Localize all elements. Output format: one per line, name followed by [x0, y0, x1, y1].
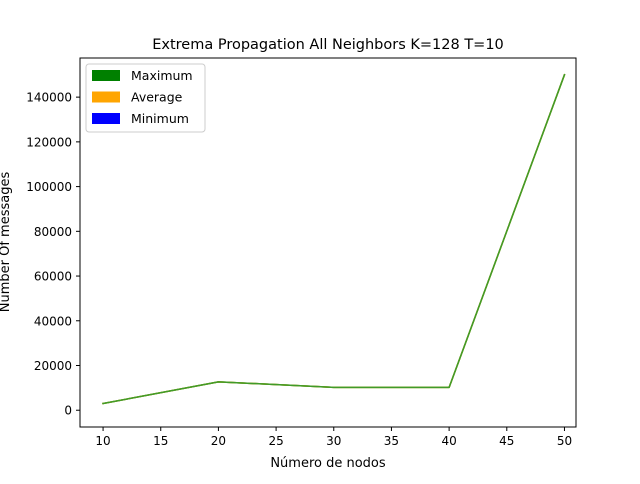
x-tick-label: 35 — [384, 434, 399, 448]
y-tick-label: 60000 — [34, 270, 72, 284]
x-tick-label: 40 — [441, 434, 456, 448]
x-tick-label: 50 — [557, 434, 572, 448]
x-tick-label: 30 — [326, 434, 341, 448]
x-tick-label: 10 — [95, 434, 110, 448]
y-axis-ticks: 0 20000 40000 60000 80000 100000 120000 140000 — [26, 91, 80, 418]
legend-label-maximum: Maximum — [131, 68, 193, 83]
y-tick-label: 140000 — [26, 91, 72, 105]
legend-swatch-minimum — [92, 113, 120, 124]
legend-label-minimum: Minimum — [131, 111, 189, 126]
y-tick-label: 80000 — [34, 225, 72, 239]
y-tick-label: 120000 — [26, 135, 72, 149]
y-axis-label: Number Of messages — [0, 172, 13, 313]
y-tick-label: 40000 — [34, 314, 72, 328]
x-tick-label: 45 — [499, 434, 514, 448]
legend-label-average: Average — [131, 90, 183, 105]
chart-title: Extrema Propagation All Neighbors K=128 … — [152, 37, 504, 53]
y-tick-label: 20000 — [34, 359, 72, 373]
x-axis-label: Número de nodos — [270, 456, 386, 471]
y-tick-label: 0 — [64, 404, 72, 418]
legend-swatch-average — [92, 92, 120, 103]
x-tick-label: 15 — [153, 434, 168, 448]
y-tick-label: 100000 — [26, 180, 72, 194]
x-axis-ticks: 10 15 20 25 30 35 40 45 50 — [95, 427, 572, 448]
legend: Maximum Average Minimum — [86, 64, 205, 132]
x-tick-label: 25 — [268, 434, 283, 448]
legend-swatch-maximum — [92, 70, 120, 81]
x-tick-label: 20 — [211, 434, 226, 448]
